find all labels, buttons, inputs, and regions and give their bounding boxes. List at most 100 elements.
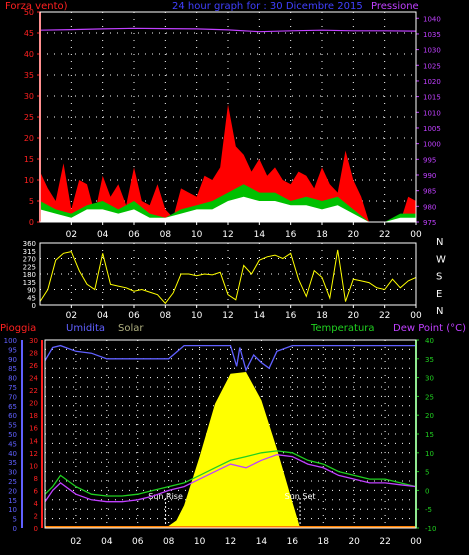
pressure-ytick-label: 1000 xyxy=(423,141,441,149)
temp-xtick-label: 14 xyxy=(256,537,268,547)
rain-ytick-label: 16 xyxy=(29,425,38,433)
dir-xtick-label: 04 xyxy=(97,311,109,321)
sunset-label: Sun Set xyxy=(285,492,316,501)
humidity-ytick-label: 95 xyxy=(8,346,17,354)
humidity-ytick-label: 75 xyxy=(8,384,17,392)
dir-ytick-label: 0 xyxy=(32,302,36,310)
rain-ytick-label: 30 xyxy=(29,337,38,345)
temperature-label: Temperatura xyxy=(310,323,375,334)
dir-ytick-label: 90 xyxy=(27,287,36,295)
temp-xtick-label: 06 xyxy=(132,537,144,547)
wind-xtick-label: 00 xyxy=(410,230,422,240)
dir-ytick-label: 135 xyxy=(23,279,36,287)
rain-ytick-label: 12 xyxy=(29,450,38,458)
humidity-ytick-label: 5 xyxy=(13,516,17,524)
humidity-ytick-label: 85 xyxy=(8,365,17,373)
dir-xtick-label: 20 xyxy=(348,311,360,321)
temp-xtick-label: 22 xyxy=(379,537,390,547)
rain-axis-label: Pioggia xyxy=(0,323,36,334)
temp-ytick-label: 15 xyxy=(425,431,434,439)
wind-xtick-label: 18 xyxy=(316,230,328,240)
pressure-line xyxy=(40,28,416,31)
solar-label: Solar xyxy=(118,323,144,334)
wind-xtick-label: 14 xyxy=(254,230,266,240)
temp-ytick-label: 20 xyxy=(425,412,434,420)
temp-xtick-label: 02 xyxy=(70,537,81,547)
dir-xtick-label: 02 xyxy=(66,311,77,321)
humidity-ytick-label: 90 xyxy=(8,356,17,364)
wind-ytick-label: 10 xyxy=(24,176,34,185)
temp-ytick-label: -10 xyxy=(425,525,436,533)
temp-xtick-label: 12 xyxy=(225,537,236,547)
dewpoint-label: Dew Point (°C) xyxy=(393,323,466,334)
temp-ytick-label: 5 xyxy=(425,469,429,477)
rain-ytick-label: 22 xyxy=(29,387,38,395)
wind-ytick-label: 20 xyxy=(24,134,34,143)
dir-xtick-label: 00 xyxy=(410,311,422,321)
humidity-ytick-label: 20 xyxy=(8,487,17,495)
temp-xtick-label: 18 xyxy=(318,537,330,547)
wind-ytick-label: 50 xyxy=(24,8,34,17)
rain-ytick-label: 2 xyxy=(34,512,38,520)
temp-xtick-label: 10 xyxy=(194,537,206,547)
humidity-ytick-label: 55 xyxy=(8,422,17,430)
humidity-ytick-label: 30 xyxy=(8,469,17,477)
humidity-ytick-label: 60 xyxy=(8,412,17,420)
humidity-ytick-label: 15 xyxy=(8,497,17,505)
wind-xtick-label: 08 xyxy=(160,230,172,240)
rain-ytick-label: 4 xyxy=(34,500,39,508)
pressure-ytick-label: 1015 xyxy=(423,94,441,102)
rain-ytick-label: 26 xyxy=(29,362,38,370)
dir-ytick-label: 225 xyxy=(23,263,36,271)
pressure-ytick-label: 1010 xyxy=(423,109,441,117)
pressure-ytick-label: 1035 xyxy=(423,31,441,39)
rain-ytick-label: 0 xyxy=(34,525,38,533)
rain-ytick-label: 18 xyxy=(29,412,38,420)
rain-ytick-label: 14 xyxy=(29,437,38,445)
dir-xtick-label: 14 xyxy=(254,311,266,321)
dir-xtick-label: 18 xyxy=(316,311,328,321)
temp-ytick-label: 40 xyxy=(425,337,434,345)
humidity-ytick-label: 70 xyxy=(8,393,17,401)
pressure-ytick-label: 990 xyxy=(423,172,436,180)
wind-xtick-label: 04 xyxy=(97,230,109,240)
wind-ytick-label: 30 xyxy=(24,92,34,101)
humidity-ytick-label: 100 xyxy=(4,337,17,345)
pressure-ytick-label: 980 xyxy=(423,203,436,211)
dir-xtick-label: 16 xyxy=(285,311,297,321)
pressure-ytick-label: 975 xyxy=(423,219,436,227)
temp-xtick-label: 04 xyxy=(101,537,113,547)
dir-ytick-label: 315 xyxy=(23,248,36,256)
humidity-ytick-label: 35 xyxy=(8,459,17,467)
wind-xtick-label: 10 xyxy=(191,230,203,240)
temp-xtick-label: 16 xyxy=(287,537,299,547)
wind-xtick-label: 06 xyxy=(128,230,140,240)
humidity-label: Umidita xyxy=(66,323,105,334)
wind-xtick-label: 22 xyxy=(379,230,390,240)
rain-ytick-label: 28 xyxy=(29,350,38,358)
pressure-ytick-label: 985 xyxy=(423,188,436,196)
rain-ytick-label: 6 xyxy=(34,487,39,495)
pressure-ytick-label: 1005 xyxy=(423,125,441,133)
temp-ytick-label: 10 xyxy=(425,450,434,458)
humidity-ytick-label: 80 xyxy=(8,375,17,383)
solar-area xyxy=(166,372,301,528)
compass-label: W xyxy=(436,254,446,265)
header-pressure-label: Pressione xyxy=(371,1,419,12)
temp-ytick-label: -5 xyxy=(425,506,432,514)
compass-label: N xyxy=(436,306,443,317)
humidity-ytick-label: 65 xyxy=(8,403,17,411)
temp-xtick-label: 08 xyxy=(163,537,175,547)
wind-ytick-label: 45 xyxy=(24,29,34,38)
rain-ytick-label: 24 xyxy=(29,375,38,383)
wind-pressure-panel: 0510152025303540455097598098599099510001… xyxy=(24,8,441,240)
humidity-ytick-label: 50 xyxy=(8,431,17,439)
wind-xtick-label: 20 xyxy=(348,230,360,240)
temp-xtick-label: 00 xyxy=(410,537,422,547)
pressure-ytick-label: 995 xyxy=(423,156,436,164)
wind-ytick-label: 15 xyxy=(24,155,34,164)
temp-ytick-label: 0 xyxy=(425,487,429,495)
wind-xtick-label: 12 xyxy=(222,230,233,240)
